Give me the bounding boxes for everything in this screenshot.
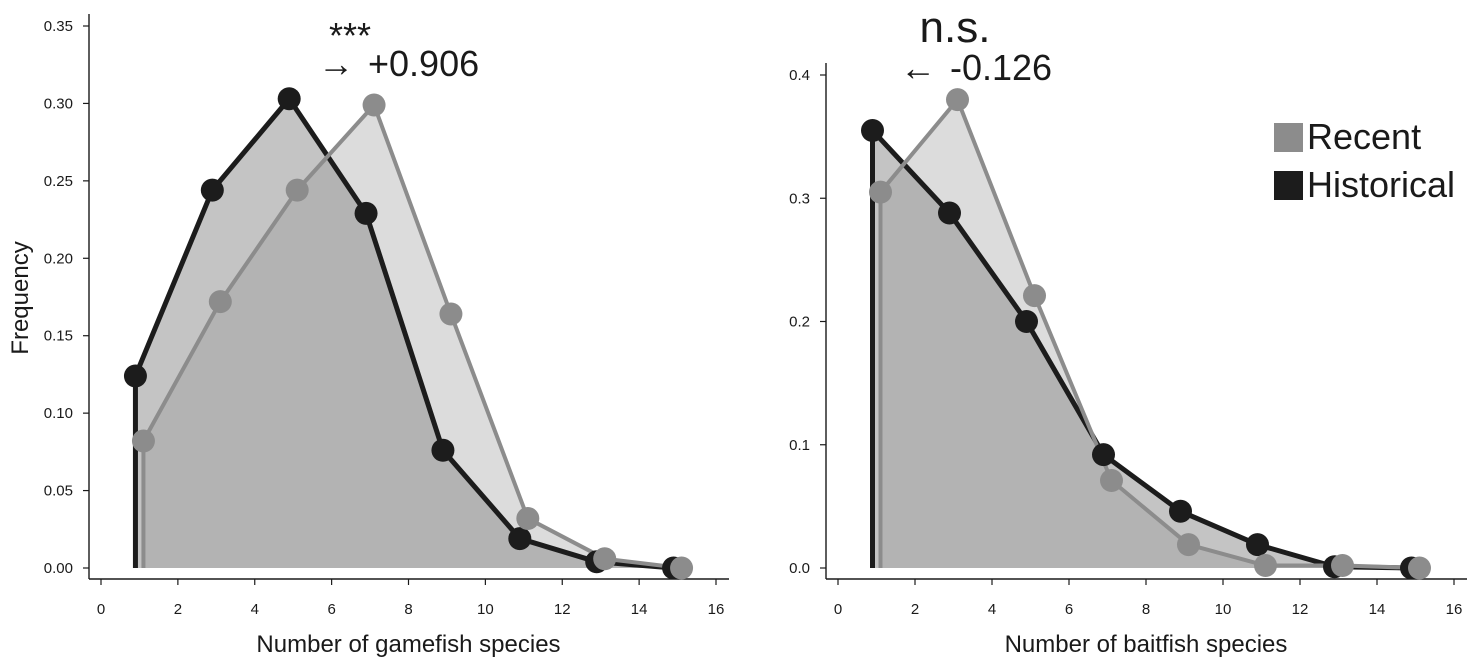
- recent-point: [593, 547, 617, 571]
- x-tick-label: 10: [1215, 601, 1232, 618]
- x-tick-label: 8: [404, 601, 412, 618]
- x-tick-label: 16: [708, 601, 725, 618]
- y-tick-label: 0.30: [44, 95, 73, 112]
- y-tick-label: 0.4: [789, 67, 810, 84]
- shift-value-label: +0.906: [368, 43, 479, 84]
- recent-point: [516, 506, 540, 530]
- x-tick-label: 14: [631, 601, 648, 618]
- historical-point: [938, 201, 961, 225]
- baitfish-chart-panel: 0 2 4 6 8 10 12 14 16 0.0 0.1 0.2 0.3 0.4 Number of ba…: [789, 3, 1467, 658]
- y-tick-label: 0.10: [44, 405, 73, 422]
- recent-point: [1254, 554, 1277, 578]
- historical-point: [1169, 499, 1192, 523]
- recent-point: [1408, 556, 1431, 580]
- x-axis-label: Number of gamefish species: [256, 631, 560, 658]
- arrow-right-icon: →: [318, 43, 354, 84]
- gamefish-chart-panel: 0 2 4 6 8 10 12 14 16 0.00 0.05 0.10 0.15 0.20 0.25 0.3…: [44, 14, 729, 658]
- y-tick-label: 0.35: [44, 18, 73, 35]
- y-tick-label: 0.20: [44, 250, 73, 267]
- y-tick-label: 0.0: [789, 560, 810, 577]
- recent-point: [208, 290, 232, 314]
- y-tick-label: 0.1: [789, 437, 810, 454]
- x-axis-label: Number of baitfish species: [1005, 631, 1288, 658]
- y-tick-label: 0.3: [789, 190, 810, 207]
- legend-label-historical: Historical: [1307, 164, 1455, 205]
- x-tick-label: 6: [1065, 601, 1073, 618]
- x-tick-label: 10: [477, 601, 494, 618]
- recent-point: [1100, 468, 1123, 492]
- significance-label: ***: [329, 15, 371, 56]
- y-tick-label: 0.00: [44, 560, 73, 577]
- historical-point: [508, 527, 532, 551]
- historical-point: [431, 438, 455, 462]
- recent-point: [131, 429, 155, 453]
- recent-point: [439, 302, 463, 326]
- y-tick-label: 0.05: [44, 483, 73, 500]
- x-tick-label: 12: [1292, 601, 1309, 618]
- y-tick-label: 0.25: [44, 173, 73, 190]
- legend-swatch-historical: [1274, 171, 1303, 200]
- historical-point: [1246, 533, 1269, 557]
- x-tick-label: 8: [1142, 601, 1150, 618]
- significance-label: n.s.: [920, 3, 991, 52]
- historical-point: [1092, 443, 1115, 467]
- x-tick-label: 4: [988, 601, 996, 618]
- recent-point: [1331, 554, 1354, 578]
- y-tick-label: 0.2: [789, 314, 810, 331]
- x-tick-label: 6: [327, 601, 335, 618]
- recent-point: [285, 178, 309, 202]
- historical-point: [200, 178, 224, 202]
- legend: Recent Historical: [1274, 116, 1455, 205]
- y-tick-label: 0.15: [44, 328, 73, 345]
- y-axis-label: Frequency: [7, 241, 34, 354]
- recent-point: [869, 180, 892, 204]
- x-tick-label: 0: [834, 601, 842, 618]
- legend-swatch-recent: [1274, 123, 1303, 152]
- x-tick-label: 12: [554, 601, 571, 618]
- recent-point: [946, 88, 969, 112]
- x-tick-label: 2: [174, 601, 182, 618]
- recent-point: [1023, 284, 1046, 308]
- legend-label-recent: Recent: [1307, 116, 1421, 157]
- shift-value-label: -0.126: [950, 47, 1052, 88]
- historical-point: [123, 364, 147, 388]
- recent-point: [362, 93, 386, 117]
- recent-point: [1177, 533, 1200, 557]
- x-tick-label: 4: [251, 601, 259, 618]
- historical-point: [354, 201, 378, 225]
- arrow-left-icon: ←: [900, 47, 936, 88]
- recent-point: [670, 556, 694, 580]
- historical-point: [1015, 310, 1038, 333]
- x-tick-label: 16: [1446, 601, 1463, 618]
- historical-point: [277, 87, 301, 111]
- historical-area: [872, 130, 1412, 568]
- x-tick-label: 0: [97, 601, 105, 618]
- historical-point: [861, 118, 884, 142]
- x-tick-label: 14: [1369, 601, 1386, 618]
- x-tick-label: 2: [911, 601, 919, 618]
